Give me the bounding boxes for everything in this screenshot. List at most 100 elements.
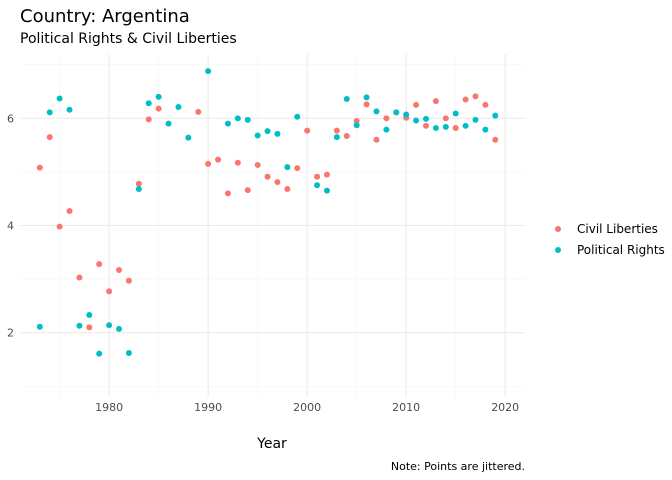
legend-key [555, 226, 561, 232]
data-point [234, 115, 241, 122]
data-point [294, 113, 301, 120]
data-point [86, 312, 93, 319]
data-point [432, 98, 439, 105]
data-point [323, 187, 330, 194]
data-point [403, 111, 410, 118]
data-point [254, 132, 261, 139]
data-point [155, 93, 162, 100]
x-tick-label: 1980 [95, 401, 123, 414]
data-point [462, 122, 469, 129]
data-point [383, 115, 390, 122]
data-point [106, 288, 113, 295]
data-point [135, 180, 142, 187]
x-tick-label: 2010 [392, 401, 420, 414]
data-point [254, 161, 261, 168]
data-point [492, 112, 499, 119]
data-point [96, 350, 103, 357]
data-point [482, 126, 489, 133]
data-point [492, 136, 499, 143]
data-point [86, 324, 93, 331]
data-point [314, 173, 321, 180]
data-point [432, 124, 439, 131]
data-point [343, 96, 350, 103]
y-tick-label: 6 [7, 112, 14, 125]
data-point [274, 130, 281, 137]
data-point [116, 325, 123, 332]
data-point [56, 95, 63, 102]
data-point [36, 323, 43, 330]
data-point [205, 160, 212, 167]
data-point [422, 122, 429, 129]
data-point [472, 93, 479, 100]
data-point [215, 156, 222, 163]
data-point [333, 134, 340, 141]
data-point [442, 123, 449, 130]
data-point [314, 182, 321, 189]
grid-lines [20, 54, 525, 397]
data-point [462, 96, 469, 103]
data-point [323, 171, 330, 178]
data-point [363, 101, 370, 108]
y-tick-label: 2 [7, 327, 14, 340]
chart-title: Country: Argentina [20, 6, 190, 27]
data-point [96, 261, 103, 268]
data-point [135, 186, 142, 193]
data-point [195, 108, 202, 115]
data-point [66, 208, 73, 215]
data-point [482, 101, 489, 108]
data-point [452, 110, 459, 117]
data-point [224, 120, 231, 127]
legend-label: Civil Liberties [577, 222, 658, 236]
data-point [284, 186, 291, 193]
legend-key [555, 247, 561, 253]
data-point [76, 322, 83, 329]
data-point [76, 274, 83, 281]
data-point [373, 136, 380, 143]
x-tick-label: 1990 [194, 401, 222, 414]
data-point [452, 124, 459, 131]
data-point [284, 164, 291, 171]
data-point [175, 104, 182, 111]
data-point [353, 117, 360, 124]
data-point [413, 101, 420, 108]
axis-ticks: 1980 1990 2000 2010 2020 2 4 6 [7, 112, 519, 414]
data-point [363, 94, 370, 101]
data-points [36, 68, 499, 357]
data-point [413, 117, 420, 124]
data-point [185, 134, 192, 141]
legend-label: Political Rights [577, 243, 665, 257]
data-point [46, 134, 53, 141]
data-point [244, 187, 251, 194]
data-point [56, 223, 63, 230]
data-point [66, 106, 73, 113]
data-point [205, 68, 212, 75]
chart-subtitle: Political Rights & Civil Liberties [20, 31, 237, 47]
data-point [125, 350, 132, 357]
data-point [294, 165, 301, 172]
data-point [36, 164, 43, 171]
data-point [234, 159, 241, 166]
data-point [264, 128, 271, 135]
data-point [274, 179, 281, 186]
data-point [165, 120, 172, 127]
data-point [333, 127, 340, 134]
data-point [145, 100, 152, 107]
data-point [442, 115, 449, 122]
data-point [393, 109, 400, 116]
chart-caption: Note: Points are jittered. [391, 460, 525, 473]
data-point [244, 116, 251, 123]
x-axis-label: Year [256, 436, 287, 452]
data-point [304, 127, 311, 134]
y-tick-label: 4 [7, 220, 14, 233]
data-point [264, 173, 271, 180]
data-point [373, 108, 380, 115]
data-point [155, 105, 162, 112]
data-point [106, 322, 113, 329]
x-tick-label: 2020 [491, 401, 519, 414]
data-point [125, 277, 132, 284]
data-point [422, 115, 429, 122]
data-point [383, 126, 390, 133]
data-point [472, 116, 479, 123]
